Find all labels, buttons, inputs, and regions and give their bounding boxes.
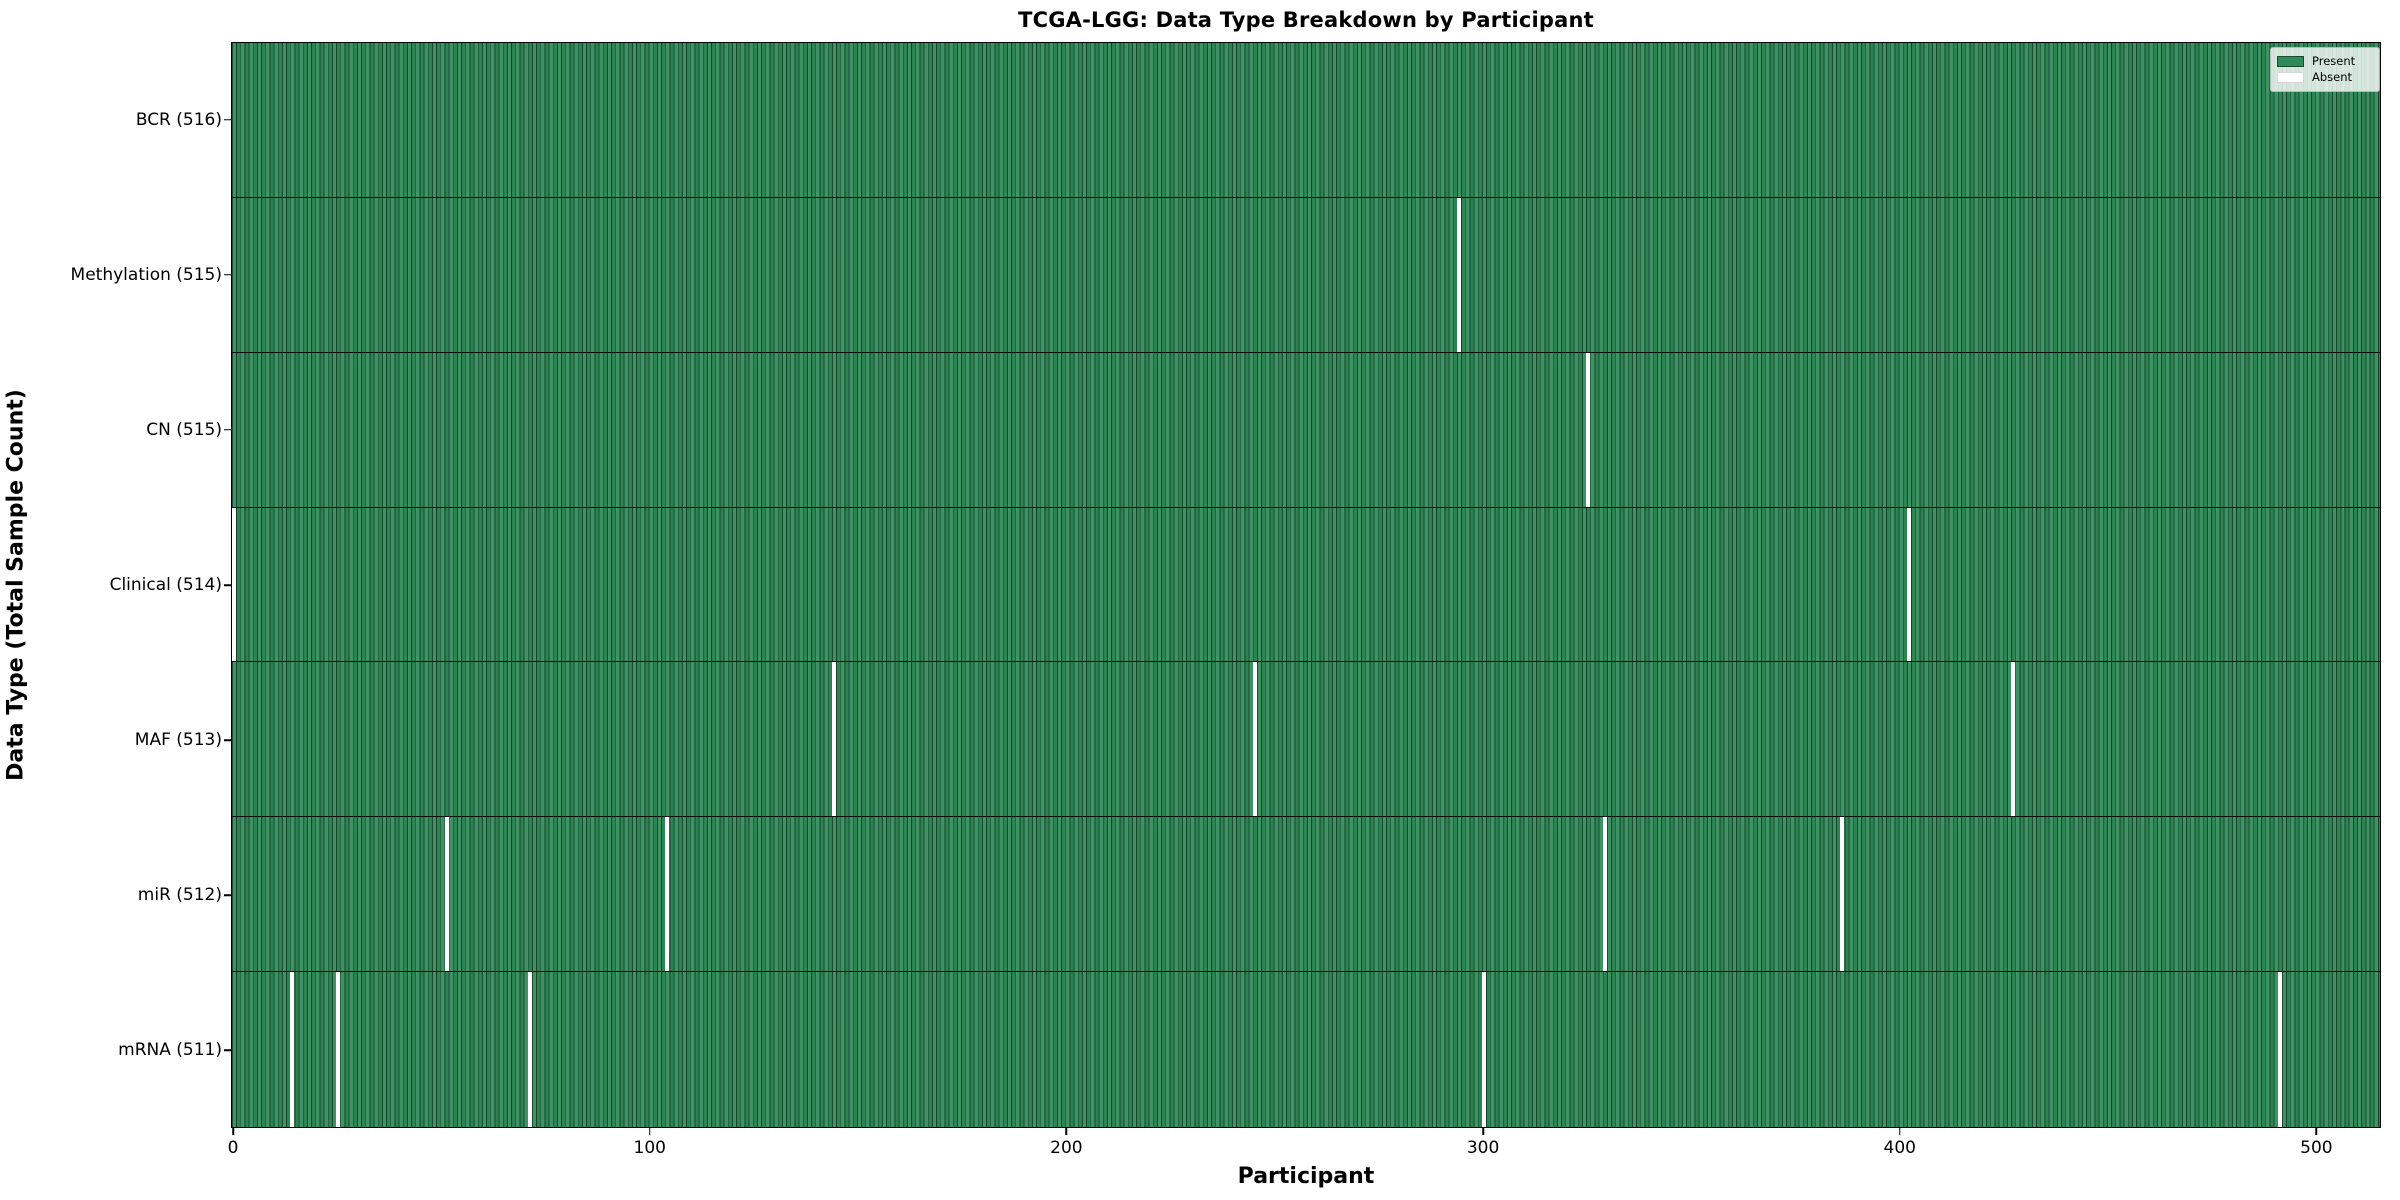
- legend-label-present: Present: [2312, 54, 2356, 68]
- absent-gap-mir-51: [444, 817, 449, 972]
- absent-gap-cn-325: [1586, 352, 1591, 507]
- absent-gap-maf-245: [1252, 662, 1257, 817]
- absent-gap-mrna-25: [336, 972, 341, 1127]
- data-type-row-clinical: [232, 507, 2380, 663]
- x-tick-label-100: 100: [633, 1138, 666, 1158]
- data-type-row-maf: [232, 662, 2380, 818]
- y-axis-label: Data Type (Total Sample Count): [3, 389, 29, 781]
- x-tick-mark: [649, 1128, 651, 1135]
- y-tick-label-mir: miR (512): [137, 885, 222, 906]
- x-tick-label-200: 200: [1050, 1138, 1083, 1158]
- absent-gap-mir-104: [665, 817, 670, 972]
- y-tick-mark: [224, 273, 231, 276]
- legend-entry-present: Present: [2277, 55, 2373, 68]
- plot-area: [231, 42, 2381, 1128]
- absent-gap-mir-386: [1840, 817, 1845, 972]
- legend-label-absent: Absent: [2312, 70, 2353, 84]
- x-tick-mark: [232, 1128, 234, 1135]
- x-tick-label-500: 500: [2300, 1138, 2333, 1158]
- x-tick-mark: [1482, 1128, 1484, 1135]
- x-tick-label-0: 0: [227, 1138, 239, 1158]
- absent-gap-maf-144: [832, 662, 837, 817]
- absent-gap-clinical-0: [232, 507, 237, 662]
- y-tick-label-mrna: mRNA (511): [118, 1040, 222, 1061]
- data-type-row-methylation: [232, 197, 2380, 353]
- x-tick-mark: [2315, 1128, 2318, 1135]
- y-tick-label-cn: CN (515): [146, 419, 222, 440]
- legend-entry-absent: Absent: [2277, 71, 2373, 84]
- x-tick-mark: [1065, 1128, 1068, 1135]
- chart-title: TCGA-LGG: Data Type Breakdown by Partici…: [1018, 8, 1594, 32]
- y-tick-mark: [224, 118, 231, 121]
- legend-swatch-present-icon: [2277, 56, 2304, 67]
- data-type-row-mir: [232, 817, 2380, 973]
- absent-gap-mrna-491: [2277, 972, 2282, 1127]
- y-tick-mark: [224, 429, 231, 431]
- y-tick-label-maf: MAF (513): [134, 730, 222, 751]
- x-tick-label-300: 300: [1466, 1138, 1500, 1158]
- y-tick-mark: [224, 1049, 231, 1052]
- absent-gap-mir-329: [1602, 817, 1607, 972]
- y-tick-mark: [224, 739, 231, 741]
- x-tick-mark: [1899, 1128, 1901, 1135]
- data-type-row-mrna: [232, 972, 2380, 1127]
- absent-gap-mrna-71: [527, 972, 532, 1127]
- legend-swatch-absent-icon: [2277, 72, 2304, 83]
- absent-gap-mrna-300: [1482, 972, 1487, 1127]
- x-axis-label: Participant: [1237, 1164, 1375, 1189]
- y-tick-label-methylation: Methylation (515): [70, 264, 222, 285]
- legend: Present Absent: [2270, 47, 2380, 92]
- absent-gap-mrna-14: [290, 972, 295, 1127]
- y-tick-label-clinical: Clinical (514): [109, 575, 222, 595]
- data-type-row-bcr: [232, 43, 2380, 198]
- data-type-row-cn: [232, 352, 2380, 508]
- y-tick-mark: [224, 894, 231, 897]
- y-tick-mark: [224, 584, 231, 586]
- absent-gap-maf-427: [2011, 662, 2016, 817]
- x-tick-label-400: 400: [1883, 1138, 1916, 1158]
- y-tick-label-bcr: BCR (516): [135, 109, 222, 130]
- absent-gap-clinical-402: [1907, 507, 1912, 662]
- absent-gap-methylation-294: [1457, 197, 1462, 352]
